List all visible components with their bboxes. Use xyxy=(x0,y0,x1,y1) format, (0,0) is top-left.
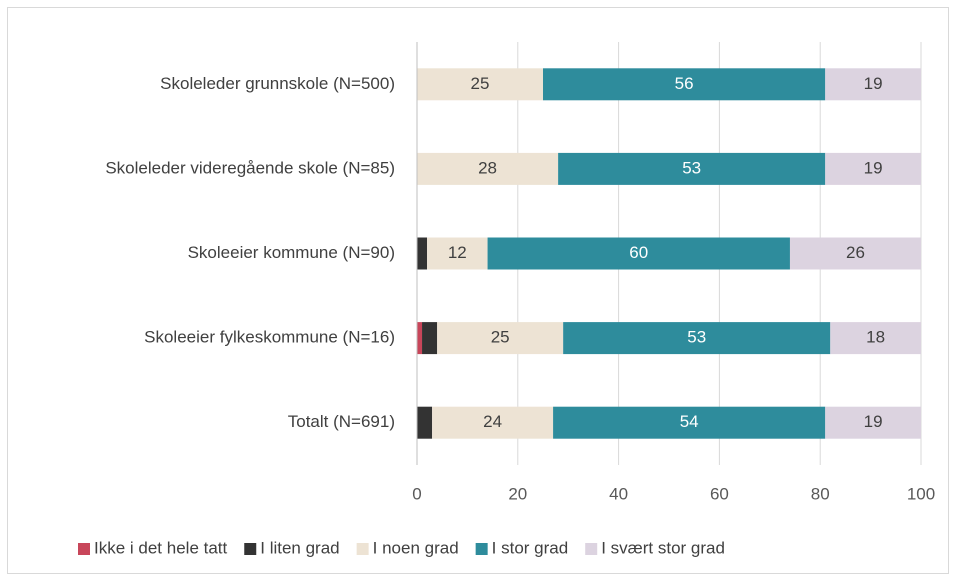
legend-label: Ikke i det hele tatt xyxy=(94,538,228,557)
legend-swatch xyxy=(585,543,598,555)
bar-segment xyxy=(487,237,790,270)
bar-segment xyxy=(789,237,921,270)
bar-segment xyxy=(417,322,423,355)
bar-segment xyxy=(553,406,826,439)
legend-label: I svært stor grad xyxy=(601,538,725,557)
bar-segment xyxy=(563,322,831,355)
data-label: 19 xyxy=(864,158,883,177)
legend-label: I stor grad xyxy=(492,538,569,557)
data-label: 25 xyxy=(471,74,490,93)
x-tick-label: 20 xyxy=(508,484,527,503)
x-tick-label: 100 xyxy=(907,484,935,503)
x-tick-label: 40 xyxy=(609,484,628,503)
bar-segment xyxy=(417,237,428,270)
legend-swatch xyxy=(78,543,90,555)
data-label: 19 xyxy=(864,412,883,431)
data-label: 19 xyxy=(864,74,883,93)
legend-swatch xyxy=(356,543,369,555)
legend-label: I liten grad xyxy=(260,538,339,557)
x-tick-label: 80 xyxy=(811,484,830,503)
bar-segment xyxy=(825,406,921,439)
data-label: 24 xyxy=(483,412,502,431)
bar-segment xyxy=(543,68,826,101)
data-label: 54 xyxy=(680,412,699,431)
data-label: 12 xyxy=(448,243,467,262)
bar-segment xyxy=(830,322,921,355)
bar-segment xyxy=(422,322,438,355)
data-label: 53 xyxy=(687,328,706,347)
legend-label: I noen grad xyxy=(373,538,459,557)
x-tick-label: 0 xyxy=(412,484,421,503)
bar-segment xyxy=(825,152,921,185)
bar-segment xyxy=(427,237,488,270)
bar-segment xyxy=(825,68,921,101)
data-label: 56 xyxy=(675,74,694,93)
chart-frame xyxy=(7,7,949,574)
x-tick-label: 60 xyxy=(710,484,729,503)
data-label: 18 xyxy=(866,328,885,347)
bar-segment xyxy=(437,322,564,355)
y-tick-label: Skoleeier kommune (N=90) xyxy=(188,243,395,262)
y-tick-label: Skoleeier fylkeskommune (N=16) xyxy=(144,328,395,347)
bar-segment xyxy=(417,68,543,101)
data-label: 26 xyxy=(846,243,865,262)
y-tick-label: Totalt (N=691) xyxy=(288,412,395,431)
bar-segment xyxy=(558,152,826,185)
y-tick-label: Skoleleder videregående skole (N=85) xyxy=(105,158,395,177)
data-label: 28 xyxy=(478,158,497,177)
bar-segment xyxy=(417,152,559,185)
legend-swatch xyxy=(475,543,488,555)
y-tick-label: Skoleleder grunnskole (N=500) xyxy=(160,74,395,93)
bar-segment xyxy=(432,406,554,439)
data-label: 53 xyxy=(682,158,701,177)
data-label: 25 xyxy=(491,328,510,347)
legend-swatch xyxy=(244,543,257,555)
data-label: 60 xyxy=(629,243,648,262)
bar-segment xyxy=(417,406,433,439)
